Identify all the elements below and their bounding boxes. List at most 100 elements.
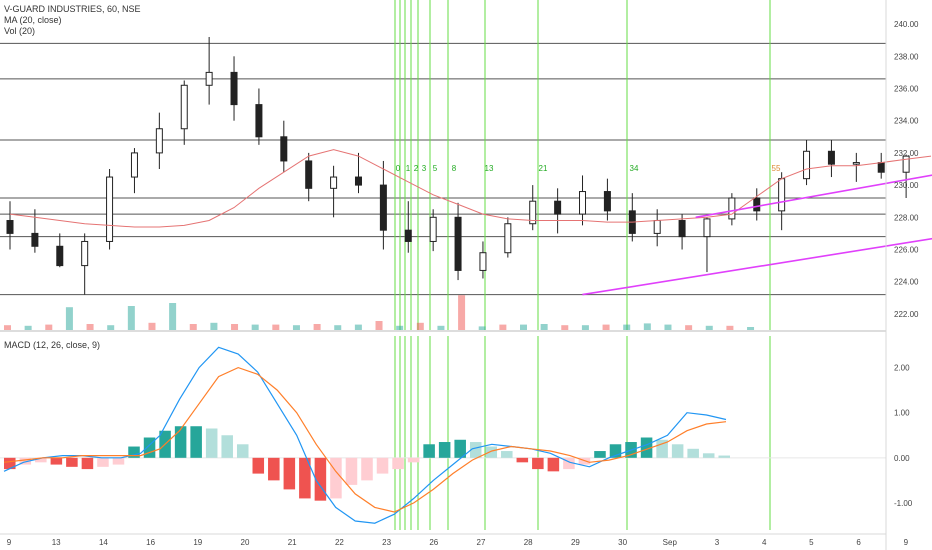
macd-histogram-bar [299, 457, 311, 499]
candle-body [827, 150, 835, 165]
price-tick-label: 228.00 [894, 213, 919, 222]
count-label: 3 [422, 164, 427, 173]
count-label: 55 [772, 164, 781, 173]
candle-body [728, 197, 736, 220]
macd-histogram-bar [532, 457, 544, 470]
candle-body [803, 150, 811, 180]
volume-bar [540, 324, 548, 330]
macd-histogram-bar [19, 457, 32, 465]
macd-histogram-bar [702, 453, 715, 458]
macd-histogram-bar [485, 446, 498, 458]
macd-line [3, 346, 727, 524]
candle-body [106, 176, 114, 242]
macd-histogram-bar [687, 448, 699, 458]
price-tick-label: 234.00 [894, 117, 919, 126]
volume-bar [210, 322, 218, 330]
macd-histogram-bar [268, 457, 280, 481]
candle-body [354, 176, 362, 186]
macd-histogram-bar [656, 439, 668, 458]
symbol-title: V-GUARD INDUSTRIES, 60, NSE [4, 4, 141, 14]
macd-legend: MACD (12, 26, close, 9) [4, 340, 101, 350]
macd-histogram-bar [283, 457, 296, 490]
count-label: 13 [485, 164, 494, 173]
count-label: 5 [433, 164, 438, 173]
volume-bar [520, 324, 527, 330]
macd-histogram-bar [609, 444, 622, 458]
candle-body [778, 178, 786, 212]
candle-body [56, 245, 64, 267]
volume-bar [231, 324, 239, 330]
time-tick-label: 29 [571, 538, 580, 547]
time-tick-label: 4 [762, 538, 767, 547]
time-tick-label: 21 [288, 538, 297, 547]
price-tick-label: 222.00 [894, 310, 919, 319]
volume-bar [107, 325, 115, 330]
count-label: 2 [414, 164, 419, 173]
candle-body [180, 84, 188, 130]
time-tick-label: 9 [7, 538, 12, 547]
volume-bar [65, 307, 73, 330]
time-tick-label: 27 [477, 538, 486, 547]
volume-bar [396, 325, 404, 330]
macd-histogram-bar [4, 457, 16, 470]
candle-body [31, 232, 39, 247]
volume-bar [747, 327, 755, 330]
macd-histogram-bar [547, 457, 560, 472]
time-tick-label: 9 [904, 538, 909, 547]
chart-legend: V-GUARD INDUSTRIES, 60, NSE MA (20, clos… [4, 4, 141, 37]
macd-histogram-bar [128, 446, 140, 458]
macd-histogram-bar [640, 437, 653, 458]
macd-histogram-bar [671, 444, 684, 458]
volume-bar [45, 324, 53, 330]
candle-body [603, 191, 611, 212]
macd-histogram-bar [423, 444, 435, 458]
volume-bar [313, 324, 321, 330]
candle-body [753, 197, 761, 212]
volume-bar [602, 324, 610, 330]
candle-body [130, 152, 138, 178]
candle-body [902, 155, 910, 173]
macd-histogram-bar [174, 426, 187, 458]
macd-histogram-bar [66, 457, 78, 467]
time-tick-label: 20 [241, 538, 250, 547]
volume-bar [478, 326, 486, 330]
volume-bar [416, 322, 424, 330]
macd-histogram-bar [361, 457, 373, 481]
candle-body [404, 229, 412, 242]
candle-body [379, 184, 387, 231]
ma-20-line [9, 149, 932, 228]
macd-histogram-bar [314, 457, 327, 501]
volume-bar [272, 324, 280, 330]
macd-histogram-bar [407, 457, 420, 463]
time-tick-label: 3 [715, 538, 720, 547]
macd-histogram-bar [454, 439, 466, 458]
signal-line [3, 366, 727, 513]
candle-body [504, 223, 512, 254]
price-tick-label: 230.00 [894, 181, 919, 190]
candle-body [703, 218, 711, 238]
time-tick-label: 19 [193, 538, 202, 547]
volume-bar [685, 325, 693, 330]
macd-histogram-bar [563, 457, 575, 470]
volume-bar [4, 325, 11, 330]
time-tick-label: 6 [856, 538, 861, 547]
volume-bar [726, 325, 734, 330]
channel-lower-line [582, 237, 932, 296]
volume-bar [127, 306, 135, 330]
volume-bar [581, 325, 589, 330]
channel-upper-line [695, 174, 932, 219]
price-tick-label: 232.00 [894, 149, 919, 158]
volume-bar [375, 321, 383, 330]
count-label: 1 [406, 164, 411, 173]
volume-bar [334, 325, 342, 330]
macd-histogram-bar [112, 457, 125, 465]
macd-histogram-bar [469, 442, 482, 458]
macd-histogram-bar [190, 426, 202, 458]
time-tick-label: 22 [335, 538, 344, 547]
candle-body [479, 252, 487, 271]
candle-body [81, 240, 89, 267]
candle-body [429, 216, 437, 242]
time-tick-label: 26 [429, 538, 438, 547]
